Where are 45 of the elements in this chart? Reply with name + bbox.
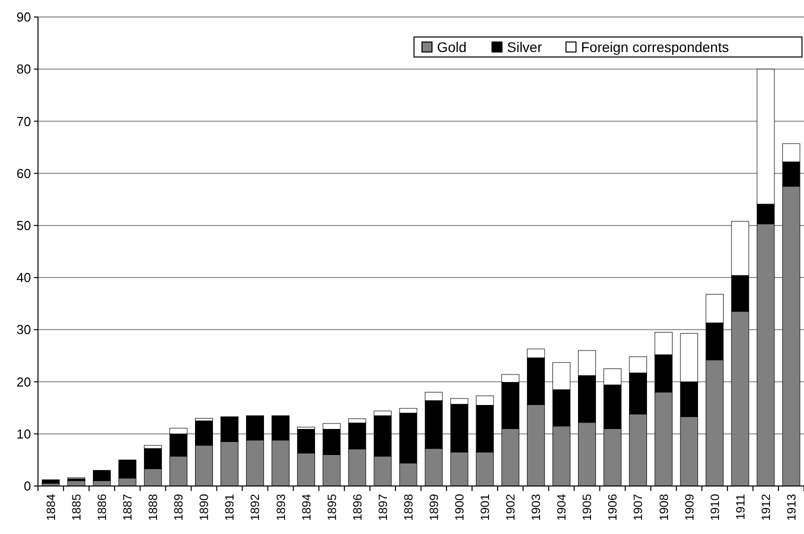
x-tick-label: 1905 [580, 494, 594, 521]
x-tick-label: 1889 [172, 494, 186, 521]
x-tick-label: 1906 [606, 494, 620, 521]
y-tick-label: 70 [16, 114, 31, 129]
y-tick-label: 30 [16, 322, 31, 338]
x-tick-label: 1886 [95, 494, 110, 521]
x-tick-label: 1910 [708, 494, 722, 521]
x-tick-label: 1885 [70, 494, 84, 521]
y-tick-label: 40 [16, 270, 31, 286]
x-tick-label: 1884 [44, 494, 58, 521]
y-tick-label: 20 [16, 374, 31, 390]
x-tick-label: 1904 [554, 494, 569, 521]
x-tick-label: 1896 [350, 494, 364, 521]
x-tick-label: 1901 [478, 494, 492, 521]
x-tick-label: 1887 [120, 494, 135, 521]
legend-label: Gold [437, 38, 467, 55]
y-tick-label: 80 [16, 62, 31, 77]
x-tick-label: 1888 [146, 494, 160, 521]
x-tick-label: 1897 [376, 494, 390, 521]
y-tick-label: 50 [16, 218, 31, 233]
bar [42, 479, 60, 484]
x-tick-label: 1907 [631, 494, 646, 521]
x-tick-label: 1900 [452, 494, 466, 521]
x-tick-label: 1913 [784, 494, 798, 521]
x-tick-label: 1903 [529, 494, 544, 521]
y-tick-label: 60 [16, 166, 31, 181]
x-tick-label: 1893 [274, 494, 288, 521]
x-tick-label: 1911 [733, 494, 748, 520]
x-tick-label: 1902 [504, 494, 518, 521]
y-tick-label: 0 [24, 478, 31, 494]
x-tick-label: 1892 [248, 494, 262, 521]
x-tick-label: 1908 [656, 494, 671, 521]
legend-label: Foreign correspondents [581, 38, 729, 55]
bar [92, 470, 111, 482]
x-tick-label: 1895 [324, 494, 339, 521]
x-tick-label: 1912 [758, 494, 773, 521]
y-tick-label: 10 [16, 426, 31, 442]
legend-label: Silver [507, 38, 542, 55]
x-tick-label: 1890 [197, 494, 212, 521]
x-tick-label: 1891 [222, 494, 237, 521]
x-tick-label: 1909 [682, 494, 696, 521]
x-tick-label: 1898 [401, 494, 416, 521]
x-tick-label: 1894 [299, 494, 314, 521]
y-tick-label: 90 [16, 10, 31, 25]
x-tick-label: 1899 [426, 494, 441, 521]
